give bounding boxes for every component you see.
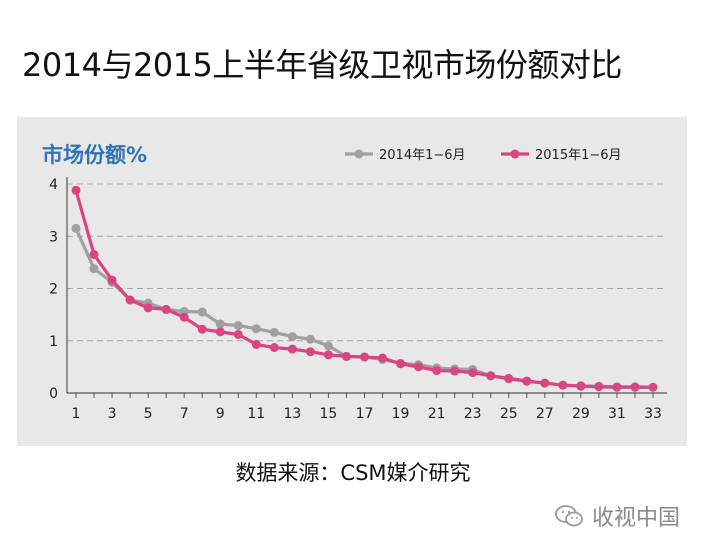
- data-point: [197, 324, 207, 334]
- data-point: [305, 347, 315, 357]
- data-point: [360, 352, 369, 362]
- data-point: [323, 350, 333, 360]
- data-point: [504, 373, 514, 383]
- y-tick-label: 3: [49, 229, 58, 245]
- watermark-label: 收视中国: [591, 506, 680, 531]
- data-point: [450, 366, 460, 376]
- data-point: [378, 353, 388, 363]
- x-tick-label: 3: [108, 406, 117, 422]
- legend-swatch-marker: [354, 149, 364, 159]
- data-point: [522, 376, 532, 386]
- x-tick-label: 9: [216, 406, 225, 422]
- data-point: [161, 304, 171, 314]
- data-point: [612, 382, 622, 392]
- page-title: 2014与2015上半年省级卫视市场份额对比: [22, 46, 622, 84]
- x-tick-label: 17: [356, 406, 374, 422]
- x-tick-label: 29: [572, 406, 590, 422]
- data-point: [648, 382, 658, 392]
- data-point: [468, 368, 478, 378]
- x-tick-label: 19: [392, 406, 410, 422]
- y-tick-label: 0: [49, 386, 58, 402]
- data-point: [233, 321, 243, 331]
- data-point: [89, 250, 99, 260]
- data-point: [432, 366, 442, 376]
- y-tick-label: 1: [49, 334, 58, 350]
- x-tick-label: 31: [608, 406, 626, 422]
- data-point: [305, 334, 315, 344]
- data-point: [287, 332, 297, 342]
- data-point: [396, 359, 406, 369]
- data-point: [107, 275, 117, 285]
- x-tick-label: 27: [536, 406, 554, 422]
- legend: 2014年1−6月 2015年1−6月: [345, 148, 622, 163]
- y-axis-label: 市场份额%: [42, 143, 147, 167]
- data-point: [197, 307, 207, 317]
- y-tick-label: 4: [49, 177, 58, 193]
- data-point: [179, 312, 189, 322]
- series-layer: [71, 185, 658, 392]
- data-point: [540, 378, 550, 388]
- x-tick-label: 15: [320, 406, 338, 422]
- legend-label: 2015年1−6月: [535, 148, 622, 163]
- x-tick-label: 33: [644, 406, 662, 422]
- y-tick-label: 2: [49, 282, 58, 298]
- data-point: [71, 223, 81, 233]
- data-point: [251, 339, 261, 349]
- data-point: [233, 329, 243, 339]
- x-tick-label: 11: [247, 406, 265, 422]
- x-tick-label: 13: [283, 406, 301, 422]
- data-point: [287, 344, 297, 354]
- data-point: [323, 341, 333, 351]
- data-point: [486, 371, 496, 381]
- x-tick-label: 1: [72, 406, 81, 422]
- data-point: [215, 319, 225, 329]
- x-tick-label: 25: [500, 406, 518, 422]
- wechat-icon: [555, 505, 583, 527]
- data-point: [143, 303, 153, 313]
- data-point: [558, 380, 568, 390]
- data-point: [89, 264, 99, 274]
- x-tick-label: 21: [428, 406, 446, 422]
- data-point: [251, 324, 261, 334]
- chart-panel: 市场份额% 0 1 2 3 4 1 3 5 7 9 11 13 15 17 19 21 23 25 27 29 31 33…: [17, 117, 687, 446]
- data-point: [125, 295, 135, 305]
- x-tick-label: 7: [180, 406, 189, 422]
- watermark: 收视中国: [554, 500, 680, 532]
- data-point: [215, 327, 225, 337]
- gridlines: [67, 183, 667, 342]
- data-point: [630, 382, 640, 392]
- data-point: [269, 343, 279, 353]
- data-point: [576, 381, 586, 391]
- data-point: [594, 382, 604, 392]
- data-source-note: 数据来源：CSM媒介研究: [235, 461, 471, 485]
- legend-label: 2014年1−6月: [379, 148, 466, 163]
- data-point: [71, 185, 81, 195]
- x-tick-label: 5: [144, 406, 153, 422]
- data-point: [414, 362, 424, 372]
- data-point: [269, 327, 279, 337]
- data-point: [341, 351, 351, 361]
- legend-swatch-marker: [510, 149, 520, 159]
- x-tick-label: 23: [464, 406, 482, 422]
